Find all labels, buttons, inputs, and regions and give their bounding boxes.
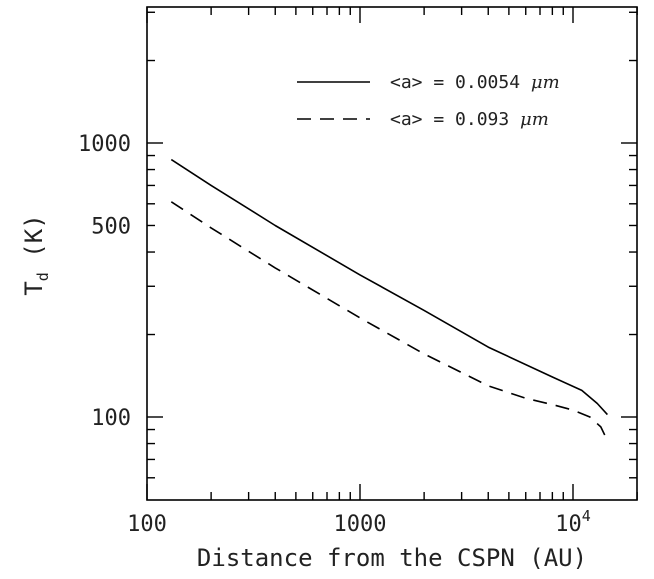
y-axis-label-unit: (K) — [20, 214, 48, 257]
series-line-solid — [170, 158, 608, 416]
y-tick-labels: 100 500 1000 — [78, 132, 131, 431]
y-axis-label: Td (K) — [20, 214, 52, 295]
series-line-dashed — [170, 201, 609, 441]
legend-label-dashed: <a> = 0.093 μm — [390, 109, 549, 130]
legend: <a> = 0.0054 μm <a> = 0.093 μm — [297, 72, 560, 130]
x-tick-label: 100 — [127, 512, 167, 537]
y-tick-label: 1000 — [78, 132, 131, 157]
x-axis-label: Distance from the CSPN (AU) — [197, 544, 587, 572]
svg-text:Td (K): Td (K) — [20, 214, 52, 295]
x-tick-label: 1000 — [334, 512, 387, 537]
y-axis-label-subscript: d — [34, 272, 52, 281]
legend-label-solid: <a> = 0.0054 μm — [390, 72, 560, 93]
x-tick-label: 104 — [555, 507, 591, 537]
plot-frame — [146, 6, 638, 501]
y-axis-label-main: T — [20, 281, 48, 295]
series-layer — [170, 158, 609, 441]
x-tick-labels: 100 1000 104 — [127, 507, 591, 537]
y-tick-label: 500 — [91, 214, 131, 239]
y-tick-label: 100 — [91, 406, 131, 431]
axis-ticks — [146, 7, 638, 500]
